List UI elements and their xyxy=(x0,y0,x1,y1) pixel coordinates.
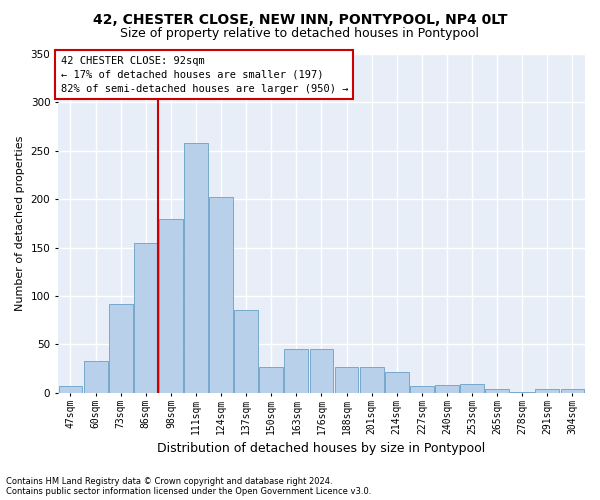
Text: Contains HM Land Registry data © Crown copyright and database right 2024.: Contains HM Land Registry data © Crown c… xyxy=(6,477,332,486)
Bar xyxy=(511,392,534,393)
Bar xyxy=(460,384,484,393)
Bar xyxy=(209,198,233,393)
Text: Contains public sector information licensed under the Open Government Licence v3: Contains public sector information licen… xyxy=(6,487,371,496)
Bar xyxy=(385,372,409,393)
X-axis label: Distribution of detached houses by size in Pontypool: Distribution of detached houses by size … xyxy=(157,442,485,455)
Bar xyxy=(535,389,559,393)
Bar xyxy=(134,243,158,393)
Bar xyxy=(234,310,258,393)
Bar xyxy=(109,304,133,393)
Bar xyxy=(485,389,509,393)
Bar xyxy=(435,385,459,393)
Text: Size of property relative to detached houses in Pontypool: Size of property relative to detached ho… xyxy=(121,28,479,40)
Text: 42 CHESTER CLOSE: 92sqm
← 17% of detached houses are smaller (197)
82% of semi-d: 42 CHESTER CLOSE: 92sqm ← 17% of detache… xyxy=(61,56,348,94)
Bar xyxy=(560,389,584,393)
Bar xyxy=(335,366,358,393)
Bar xyxy=(284,350,308,393)
Bar xyxy=(83,361,107,393)
Bar xyxy=(184,143,208,393)
Bar xyxy=(310,350,334,393)
Bar xyxy=(360,366,383,393)
Text: 42, CHESTER CLOSE, NEW INN, PONTYPOOL, NP4 0LT: 42, CHESTER CLOSE, NEW INN, PONTYPOOL, N… xyxy=(93,12,507,26)
Bar xyxy=(259,366,283,393)
Bar xyxy=(59,386,82,393)
Bar xyxy=(410,386,434,393)
Y-axis label: Number of detached properties: Number of detached properties xyxy=(15,136,25,311)
Bar xyxy=(159,218,183,393)
